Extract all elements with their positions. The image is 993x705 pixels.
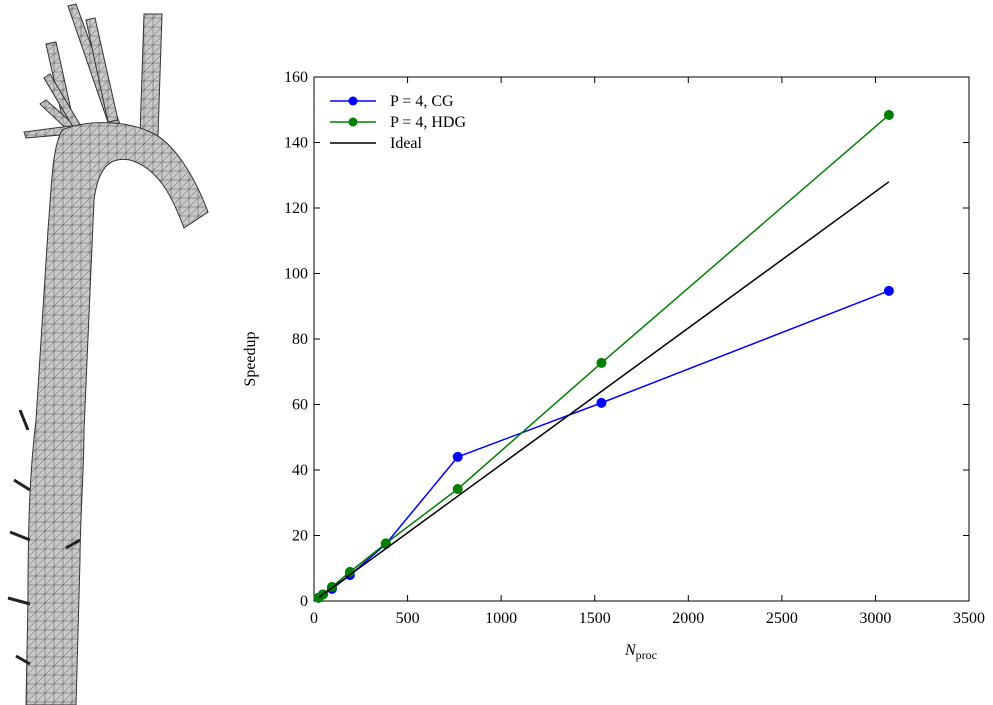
y-tick-label: 0 bbox=[300, 593, 308, 610]
x-axis-label: Nproc bbox=[624, 642, 657, 662]
data-point bbox=[596, 357, 607, 368]
legend-label: P = 4, CG bbox=[390, 93, 454, 110]
x-axis-label-main: N bbox=[624, 642, 637, 659]
x-tick-label: 3000 bbox=[859, 610, 891, 627]
data-point bbox=[596, 397, 607, 408]
plot-frame bbox=[313, 76, 970, 602]
data-point bbox=[883, 109, 894, 120]
y-axis-label: Speedup bbox=[242, 331, 259, 386]
y-tick-label: 20 bbox=[292, 528, 308, 545]
legend-label: Ideal bbox=[390, 135, 423, 152]
series-line bbox=[318, 114, 890, 599]
vessel-mesh-image bbox=[7, 3, 209, 705]
y-tick-label: 140 bbox=[284, 135, 308, 152]
y-tick-label: 100 bbox=[284, 266, 308, 283]
x-tick-label: 1500 bbox=[579, 610, 611, 627]
x-tick-label: 0 bbox=[310, 610, 318, 627]
y-tick-label: 80 bbox=[292, 331, 308, 348]
legend-label: P = 4, HDG bbox=[390, 114, 466, 131]
x-tick-label: 2000 bbox=[672, 610, 704, 627]
y-tick-label: 120 bbox=[284, 200, 308, 217]
x-tick-label: 2500 bbox=[766, 610, 798, 627]
y-tick-label: 40 bbox=[292, 462, 308, 479]
y-tick-label: 160 bbox=[284, 69, 308, 86]
series-line bbox=[318, 290, 890, 599]
legend-marker bbox=[348, 117, 358, 127]
x-tick-label: 1000 bbox=[485, 610, 517, 627]
data-point bbox=[452, 483, 463, 494]
x-axis-label-sub: proc bbox=[636, 648, 657, 662]
y-tick-label: 60 bbox=[292, 397, 308, 414]
x-tick-label: 3500 bbox=[953, 610, 985, 627]
data-point bbox=[452, 451, 463, 462]
data-point bbox=[883, 285, 894, 296]
x-tick-label: 500 bbox=[396, 610, 420, 627]
legend-marker bbox=[348, 96, 358, 106]
series-line bbox=[318, 181, 890, 599]
